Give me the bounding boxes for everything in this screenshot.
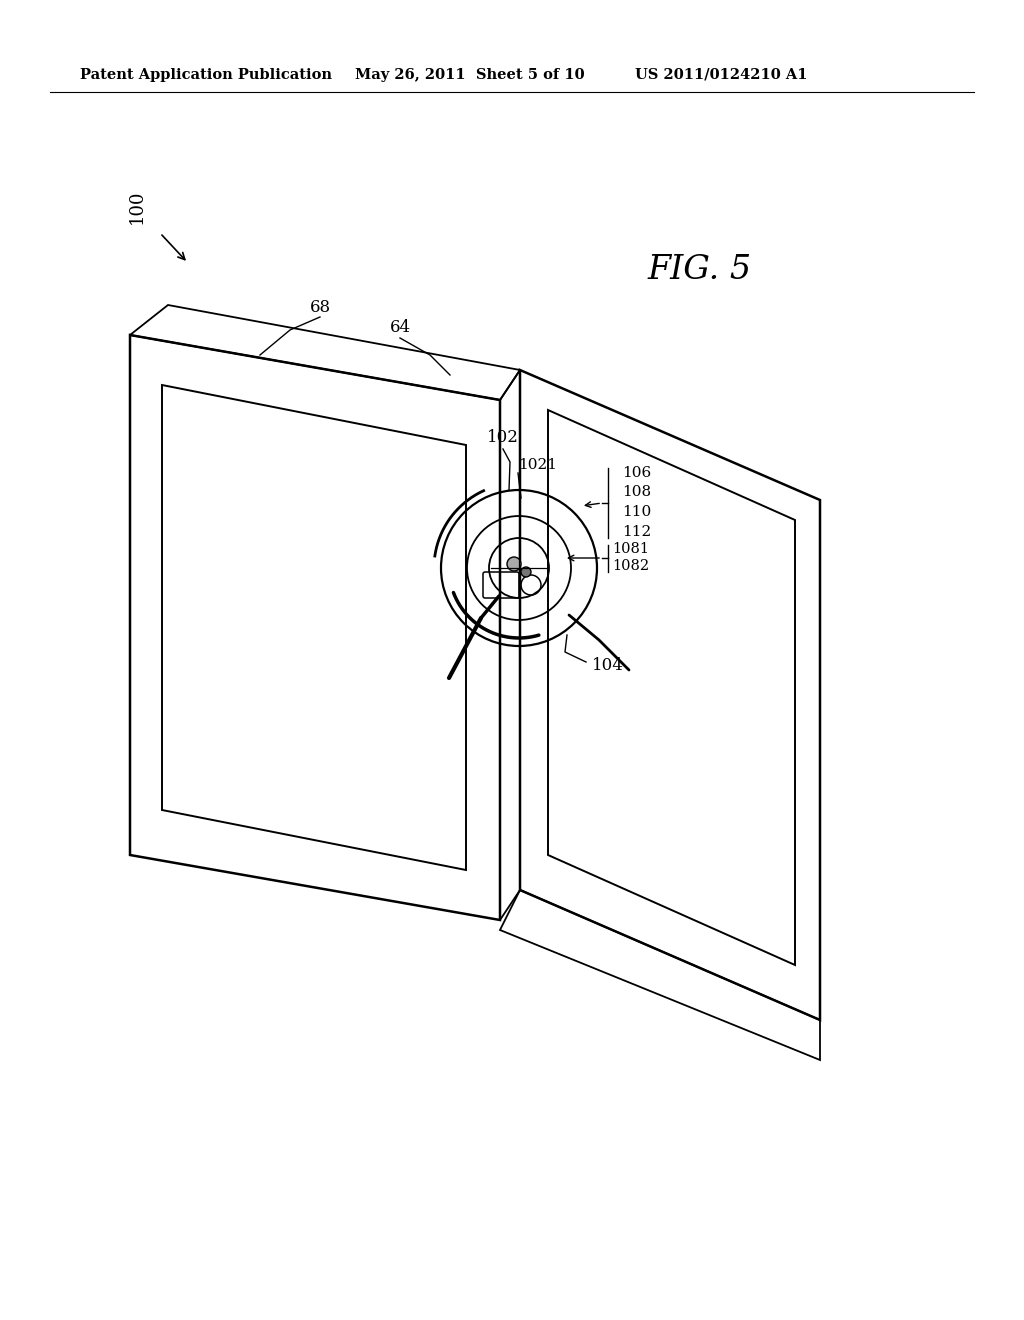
Circle shape xyxy=(507,557,521,572)
Text: May 26, 2011  Sheet 5 of 10: May 26, 2011 Sheet 5 of 10 xyxy=(355,69,585,82)
Text: 100: 100 xyxy=(128,190,146,224)
Text: Patent Application Publication: Patent Application Publication xyxy=(80,69,332,82)
Text: 64: 64 xyxy=(389,319,411,337)
Text: 104: 104 xyxy=(592,656,624,673)
Circle shape xyxy=(521,568,531,577)
Text: 102: 102 xyxy=(487,429,519,446)
Text: 112: 112 xyxy=(622,525,651,539)
Text: 110: 110 xyxy=(622,506,651,519)
Text: 106: 106 xyxy=(622,466,651,480)
Text: 68: 68 xyxy=(309,298,331,315)
Text: 1021: 1021 xyxy=(518,458,557,473)
Text: 1082: 1082 xyxy=(612,558,649,573)
Text: FIG. 5: FIG. 5 xyxy=(648,253,752,286)
Text: 108: 108 xyxy=(622,484,651,499)
Text: US 2011/0124210 A1: US 2011/0124210 A1 xyxy=(635,69,808,82)
Text: 1081: 1081 xyxy=(612,543,649,556)
